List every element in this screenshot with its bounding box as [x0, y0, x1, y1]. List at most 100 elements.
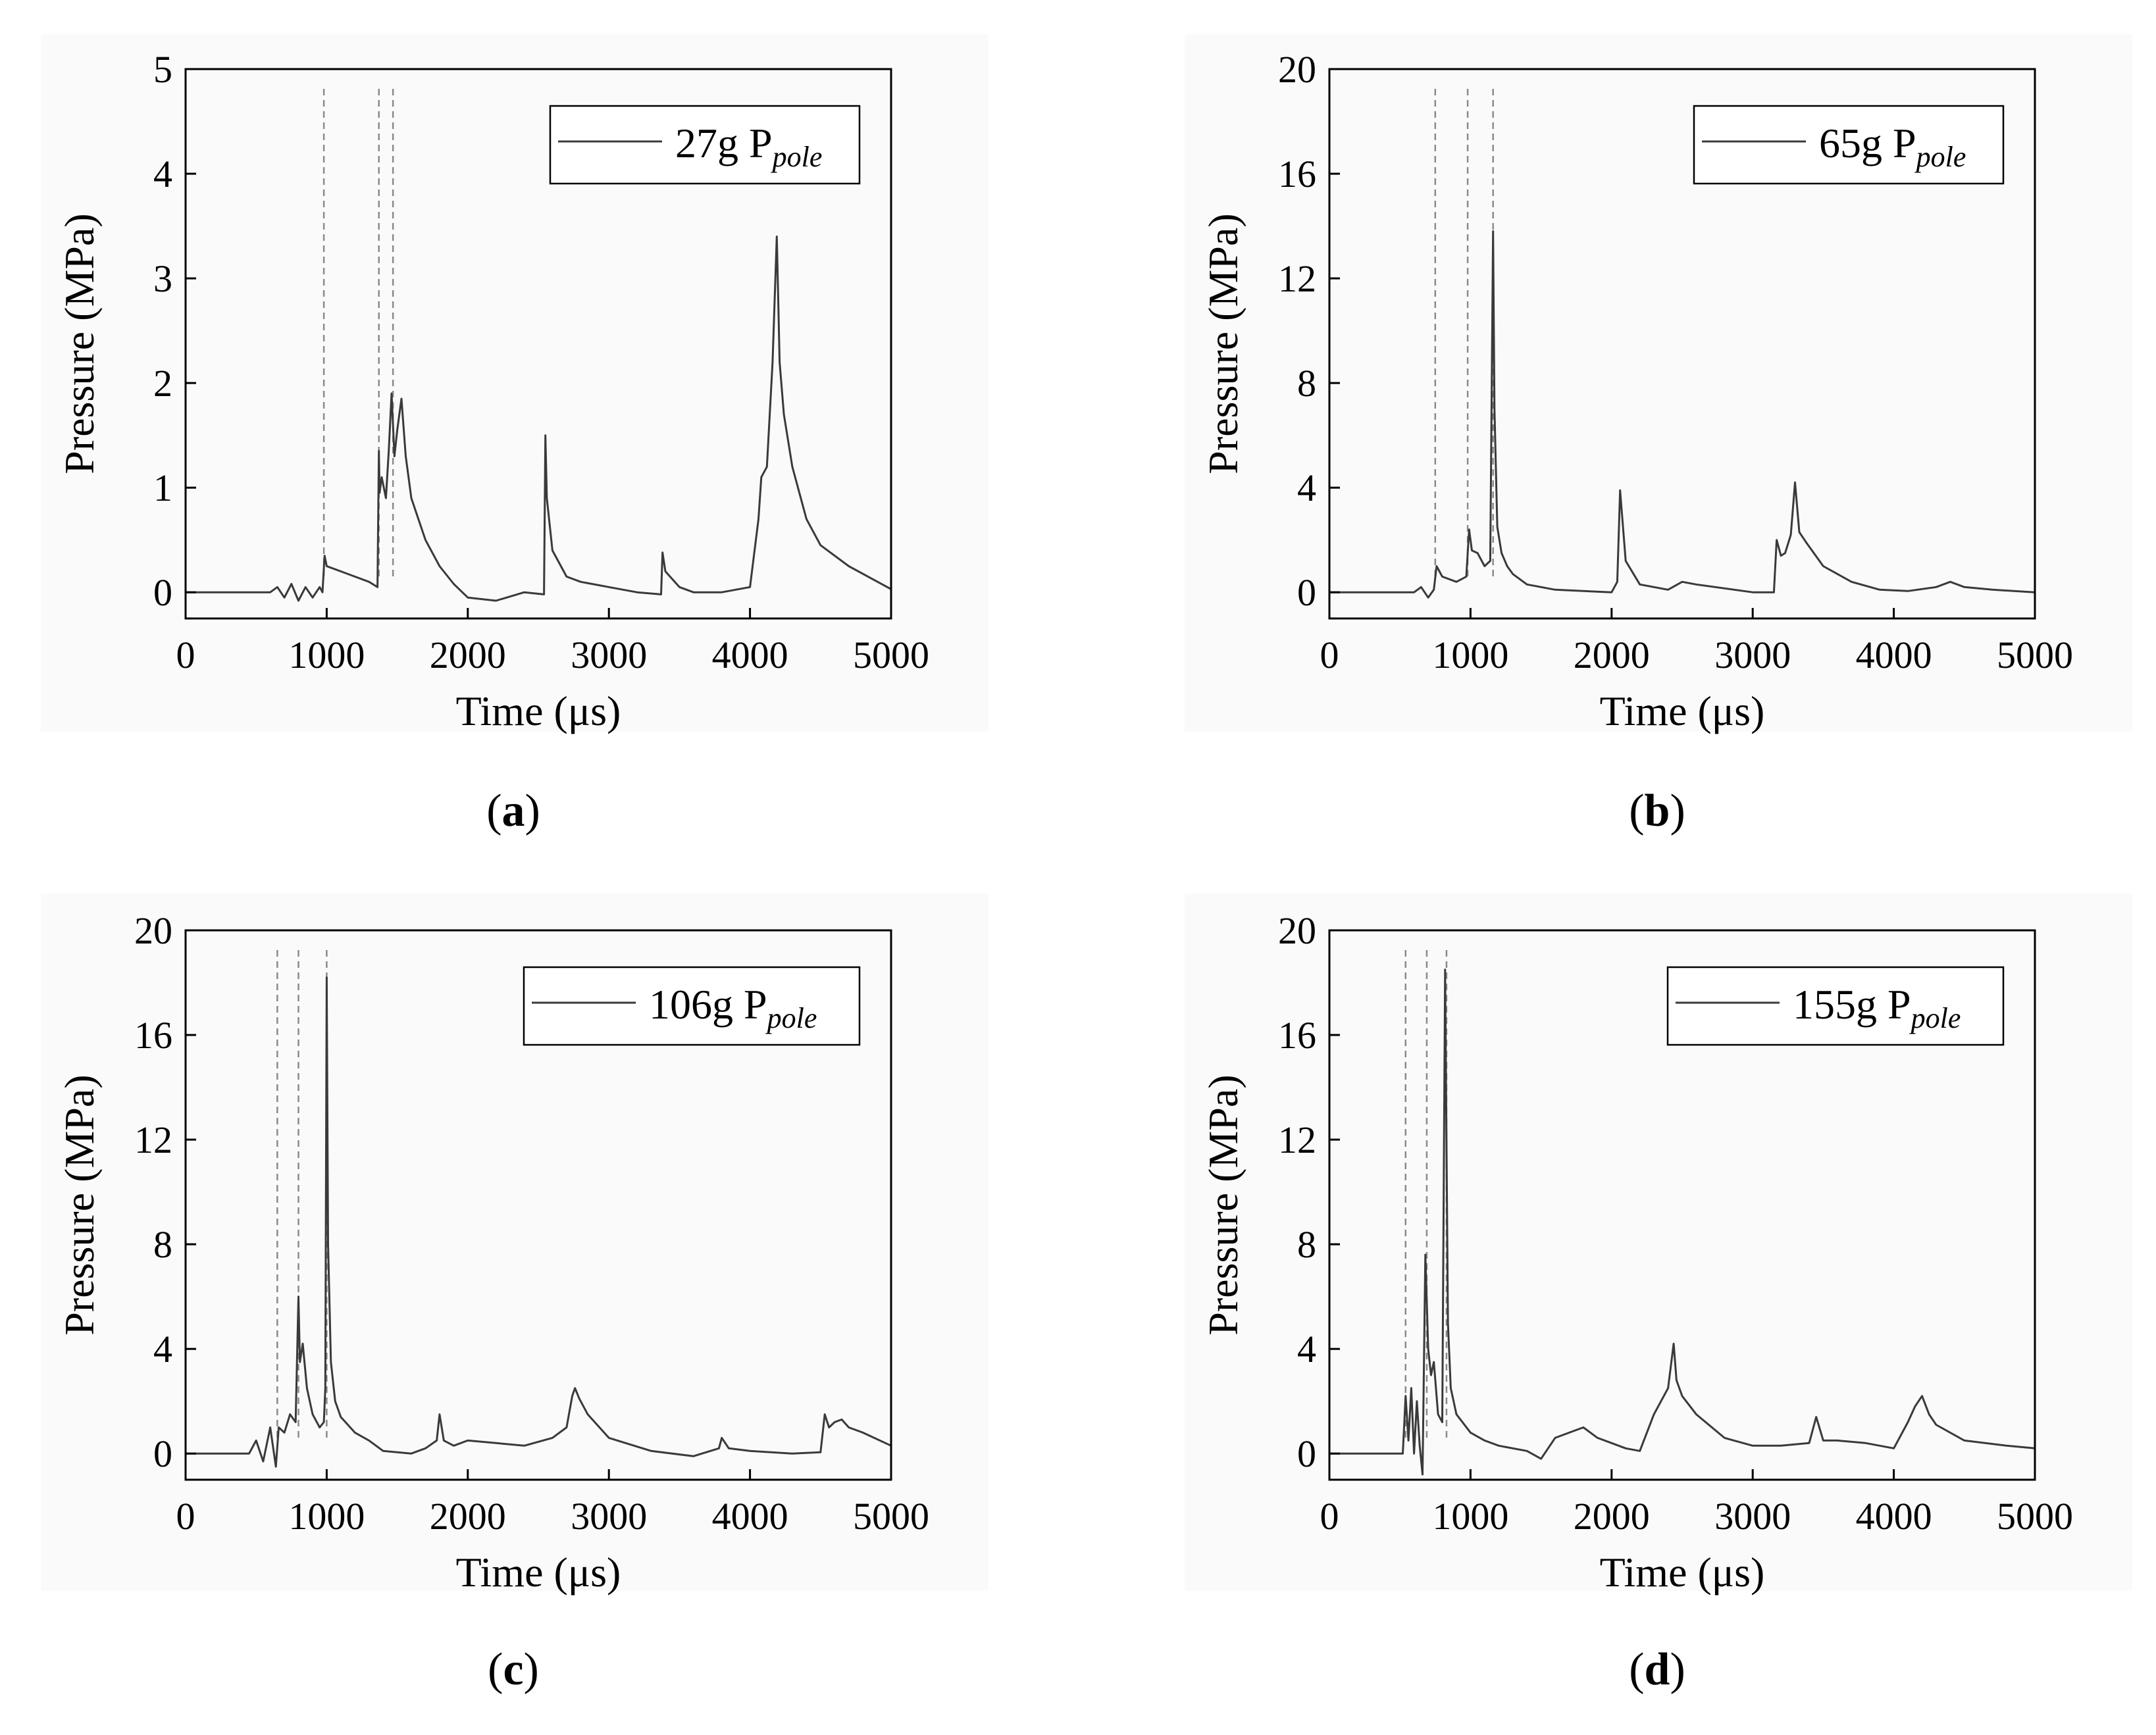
data-point [334, 1400, 336, 1402]
data-point [400, 397, 403, 400]
x-tick-label: 2000 [430, 634, 506, 676]
data-point [1752, 591, 1754, 593]
data-point [283, 597, 286, 599]
data-point [1851, 581, 1853, 583]
caption-letter: b [1645, 786, 1670, 836]
x-tick-label: 4000 [712, 1495, 788, 1538]
data-point [1963, 1440, 1965, 1442]
data-point [326, 565, 328, 567]
data-point [324, 555, 326, 557]
data-point [771, 361, 774, 363]
x-tick-label: 3000 [1714, 1495, 1791, 1538]
y-tick-label: 4 [1297, 466, 1316, 509]
data-point [1935, 1424, 1938, 1426]
data-point [848, 565, 850, 567]
data-point [1619, 490, 1621, 491]
data-point [1483, 1440, 1485, 1442]
data-point [1681, 1395, 1683, 1397]
x-tick-label: 3000 [1714, 634, 1791, 676]
data-point [368, 581, 370, 583]
legend-label: 65g Ppole [1819, 120, 1966, 173]
data-point [1427, 1348, 1429, 1350]
data-point [552, 1437, 553, 1439]
data-point [326, 976, 328, 978]
data-point [1433, 589, 1435, 591]
y-tick-label: 12 [134, 1119, 172, 1161]
legend-box [1693, 105, 2005, 185]
x-axis-label: Time (μs) [1600, 688, 1765, 734]
legend-label: 155g Ppole [1793, 981, 1961, 1034]
data-point [255, 1440, 257, 1442]
data-point [574, 1387, 576, 1389]
legend: 155g Ppole [1666, 966, 2005, 1046]
data-point [1410, 1387, 1412, 1389]
data-point [544, 434, 546, 436]
data-point [1907, 1421, 1909, 1423]
data-point [443, 1440, 445, 1442]
legend-label-subscript: pole [1909, 1002, 1961, 1034]
x-tick-label: 1000 [288, 1495, 365, 1538]
data-point [340, 570, 342, 572]
legend-label: 27g Ppole [675, 120, 822, 173]
data-point [1836, 1440, 1838, 1442]
data-point [1752, 1445, 1754, 1447]
data-point [289, 1413, 291, 1415]
x-tick-label: 5000 [853, 634, 929, 676]
data-point [1501, 552, 1502, 554]
data-point [438, 1413, 441, 1415]
data-point [1441, 1421, 1443, 1423]
y-tick-label: 16 [1278, 1014, 1316, 1057]
data-point [453, 1445, 455, 1447]
data-point [749, 1450, 751, 1452]
data-point [396, 429, 398, 431]
data-point [552, 549, 553, 551]
legend-label-main: 27g P [675, 120, 773, 166]
data-point [311, 597, 314, 599]
y-tick-label: 8 [1297, 362, 1316, 405]
y-tick-label: 4 [1297, 1328, 1316, 1370]
data-point [1407, 1440, 1410, 1442]
data-point [692, 591, 695, 593]
data-point [664, 570, 667, 572]
data-point [424, 1447, 426, 1449]
data-point [321, 591, 324, 593]
caption-letter: a [502, 786, 525, 836]
data-point [692, 1455, 695, 1457]
data-point [1493, 408, 1495, 411]
legend-label-subscript: pole [771, 141, 823, 173]
data-point [1399, 1453, 1401, 1455]
plot-frame [184, 929, 892, 1481]
x-tick-label: 1000 [1432, 1495, 1508, 1538]
data-point [410, 497, 413, 499]
caption-close-paren: ) [524, 1644, 539, 1695]
x-tick-label: 2000 [1574, 634, 1650, 676]
legend-label-main: 65g P [1819, 120, 1916, 166]
y-axis-label: Pressure (MPa) [56, 213, 103, 474]
data-point [1625, 1447, 1627, 1449]
y-tick-label: 1 [153, 466, 172, 509]
legend-box [1666, 966, 2005, 1046]
data-point [354, 1432, 356, 1434]
legend-label-main: 106g P [649, 981, 767, 1028]
plot-frame [184, 68, 892, 620]
data-point [766, 466, 768, 468]
data-point [269, 1426, 271, 1428]
y-tick-label: 3 [153, 257, 172, 300]
data-point [295, 1421, 297, 1423]
caption-close-paren: ) [1670, 786, 1685, 836]
data-point [453, 583, 455, 585]
data-point [728, 1447, 730, 1449]
data-point [1422, 1473, 1424, 1476]
data-point [382, 1450, 384, 1452]
data-point [819, 1451, 822, 1453]
data-point [1413, 1453, 1415, 1455]
legend-label: 106g Ppole [649, 981, 817, 1034]
data-point [1672, 1343, 1675, 1345]
data-point [297, 1295, 299, 1297]
data-point [1815, 1416, 1817, 1418]
data-point [1914, 1405, 1916, 1407]
y-axis-label: Pressure (MPa) [1200, 1074, 1246, 1335]
data-point [1879, 589, 1881, 591]
data-point [1695, 1413, 1697, 1415]
data-point [1419, 1445, 1421, 1447]
